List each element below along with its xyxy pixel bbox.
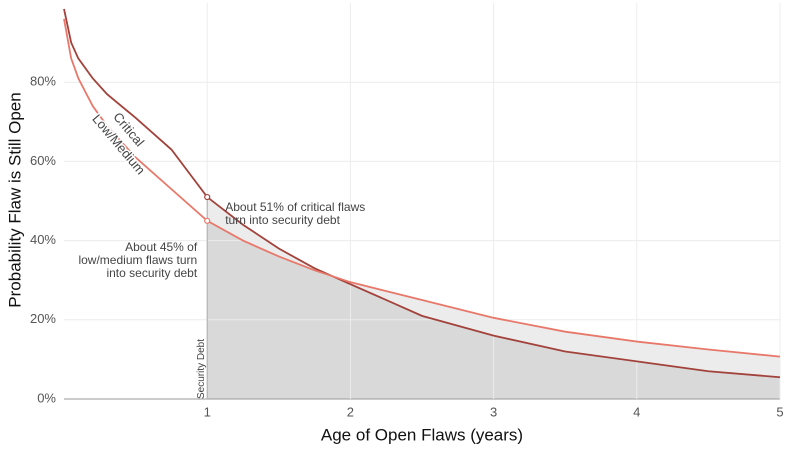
- y-tick-label: 80%: [30, 74, 56, 89]
- annotation: turn into security debt: [225, 213, 340, 227]
- shade-label: Security Debt: [196, 339, 207, 399]
- point-marker: [204, 217, 211, 224]
- x-tick-label: 4: [633, 404, 640, 419]
- series-line: [63, 8, 781, 379]
- annotation: into security debt: [106, 266, 197, 280]
- series-line: [63, 18, 781, 358]
- y-tick-label: 0%: [37, 390, 56, 405]
- x-tick-label: 5: [776, 404, 783, 419]
- annotation: low/medium flaws turn: [78, 253, 197, 267]
- x-tick-label: 1: [204, 404, 211, 419]
- security-debt-gap: [207, 197, 780, 378]
- y-tick-label: 40%: [30, 232, 56, 247]
- annotation: About 51% of critical flaws: [225, 200, 365, 214]
- point-marker: [204, 193, 211, 201]
- annotation: About 45% of: [125, 240, 198, 254]
- y-tick-label: 20%: [30, 311, 56, 326]
- x-tick-label: 3: [490, 404, 497, 419]
- x-axis-label: Age of Open Flaws (years): [321, 425, 523, 444]
- x-tick-label: 2: [347, 404, 354, 419]
- y-axis-label: Probability Flaw is Still Open: [5, 92, 24, 307]
- y-tick-label: 60%: [30, 153, 56, 168]
